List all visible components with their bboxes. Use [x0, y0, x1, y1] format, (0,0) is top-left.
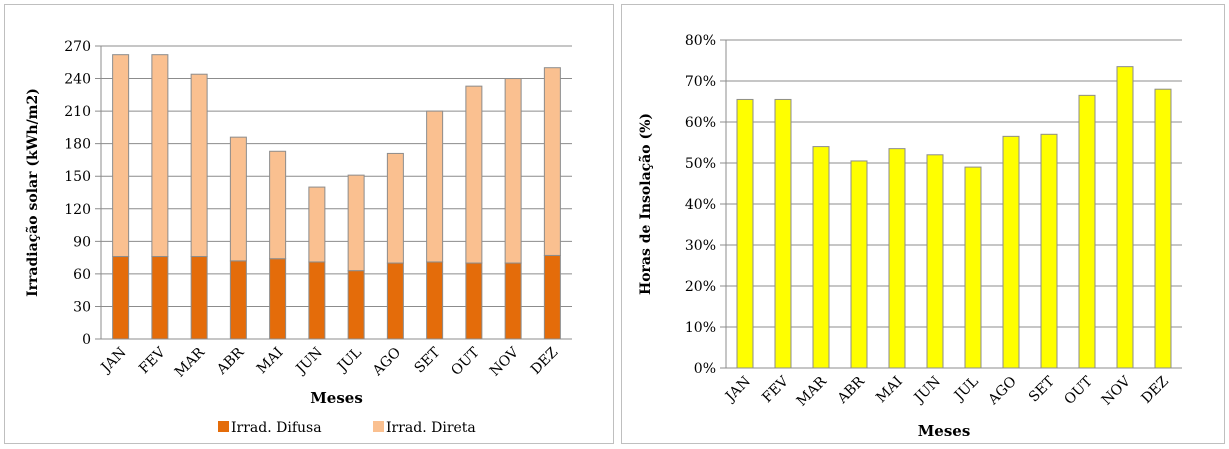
x-tick-label: NOV [1099, 373, 1135, 409]
y-tick-label: 150 [64, 169, 91, 185]
y-tick-label: 60 [73, 267, 91, 283]
bar-value-out [1078, 94, 1096, 369]
bar-value-set [1040, 133, 1058, 369]
x-tick-label: JUN [910, 374, 944, 408]
x-tick-label: FEV [136, 344, 169, 377]
bar-value-ago [1002, 135, 1020, 369]
bar-value-abr [850, 160, 868, 369]
irradiation-chart: 0 30 60 90 120 150 180 210 240 270 JAN FEV MAR ABR MAI… [24, 39, 572, 436]
x-axis-title: Meses [310, 389, 363, 407]
y-tick-label: 30% [685, 238, 716, 254]
x-tick-label: DEZ [528, 344, 562, 378]
x-tick-label: JAN [97, 345, 130, 378]
bar-value-jul [964, 166, 982, 369]
y-tick-label: 210 [64, 104, 91, 120]
x-axis-title: Meses [918, 422, 971, 440]
x-tick-label: OUT [448, 344, 483, 379]
bar-irrad-direta-abr [229, 136, 247, 262]
bar-irrad-difusa-set [426, 261, 444, 340]
x-tick-label: JUN [292, 345, 326, 379]
bar-value-fev [774, 98, 792, 369]
bar-irrad-difusa-ago [386, 262, 404, 340]
y-tick-label: 40% [685, 197, 716, 213]
legend-swatch-1 [373, 421, 384, 432]
bar-value-jan [736, 98, 754, 369]
bar-irrad-difusa-dez [543, 254, 561, 340]
bar-value-mai [888, 148, 906, 369]
bar-irrad-direta-jun [308, 186, 326, 263]
bar-irrad-direta-nov [504, 78, 522, 264]
bar-irrad-direta-mar [190, 73, 208, 258]
bar-irrad-difusa-out [465, 262, 483, 340]
x-tick-label: DEZ [1138, 373, 1172, 407]
bar-irrad-difusa-fev [151, 256, 169, 340]
y-tick-label: 10% [685, 320, 716, 336]
bar-value-nov [1116, 66, 1134, 369]
bar-irrad-direta-set [426, 110, 444, 263]
bar-value-dez [1154, 88, 1172, 369]
y-tick-label: 30 [73, 299, 91, 315]
x-tick-label: MAR [172, 344, 208, 380]
x-tick-label: MAI [254, 345, 287, 378]
bar-irrad-difusa-abr [229, 260, 247, 340]
bar-irrad-difusa-nov [504, 262, 522, 340]
y-tick-label: 20% [685, 279, 716, 295]
x-tick-label: FEV [759, 373, 792, 406]
y-tick-label: 120 [64, 202, 91, 218]
x-tick-label: OUT [1061, 373, 1096, 408]
bar-irrad-difusa-mar [190, 256, 208, 340]
x-tick-label: AGO [985, 374, 1020, 409]
x-tick-label: JUL [950, 374, 982, 406]
bar-value-jun [926, 154, 944, 369]
y-axis-title: Horas de Insolação (%) [637, 113, 654, 295]
x-tick-label: MAR [794, 373, 830, 409]
y-tick-label: 60% [685, 115, 716, 131]
bar-irrad-direta-out [465, 85, 483, 264]
bar-irrad-difusa-jul [347, 270, 365, 340]
y-tick-label: 80% [685, 33, 716, 49]
x-tick-label: MAI [873, 374, 906, 407]
irradiation-chart-panel: 0 30 60 90 120 150 180 210 240 270 JAN FEV MAR ABR MAI… [4, 4, 614, 444]
x-tick-label: JUL [333, 345, 365, 377]
x-tick-label: SET [412, 344, 444, 376]
legend-label-0: Irrad. Difusa [231, 420, 322, 436]
bar-irrad-direta-jan [112, 54, 130, 258]
bar-irrad-difusa-jun [308, 261, 326, 340]
y-axis-title: Irradiação solar (kWh/m2) [24, 88, 41, 297]
y-tick-label: 0 [82, 332, 91, 348]
y-tick-label: 270 [64, 39, 91, 55]
x-tick-label: JAN [721, 374, 754, 407]
bar-irrad-direta-fev [151, 54, 169, 258]
insolation-chart: 0% 10% 20% 30% 40% 50% 60% 70% 80% JAN FEV MAR ABR MA… [637, 33, 1182, 440]
bar-value-mar [812, 146, 830, 369]
legend-swatch-0 [218, 421, 229, 432]
y-tick-label: 50% [685, 156, 716, 172]
y-tick-label: 240 [64, 72, 91, 88]
bar-irrad-difusa-mai [269, 258, 287, 340]
x-tick-label: SET [1026, 373, 1058, 405]
bar-irrad-direta-ago [386, 152, 404, 264]
y-tick-label: 180 [64, 137, 91, 153]
x-tick-label: ABR [834, 373, 868, 407]
bar-irrad-direta-mai [269, 150, 287, 260]
y-tick-label: 90 [73, 234, 91, 250]
insolation-chart-panel: 0% 10% 20% 30% 40% 50% 60% 70% 80% JAN FEV MAR ABR MA… [621, 4, 1225, 444]
x-tick-label: NOV [487, 344, 523, 380]
bar-irrad-direta-dez [543, 67, 561, 256]
legend-label-1: Irrad. Direta [386, 420, 476, 436]
x-tick-label: AGO [369, 345, 404, 380]
x-tick-label: ABR [213, 344, 247, 378]
y-tick-label: 0% [694, 361, 716, 377]
bar-irrad-difusa-jan [112, 256, 130, 340]
bar-irrad-direta-jul [347, 174, 365, 272]
y-tick-label: 70% [685, 74, 716, 90]
